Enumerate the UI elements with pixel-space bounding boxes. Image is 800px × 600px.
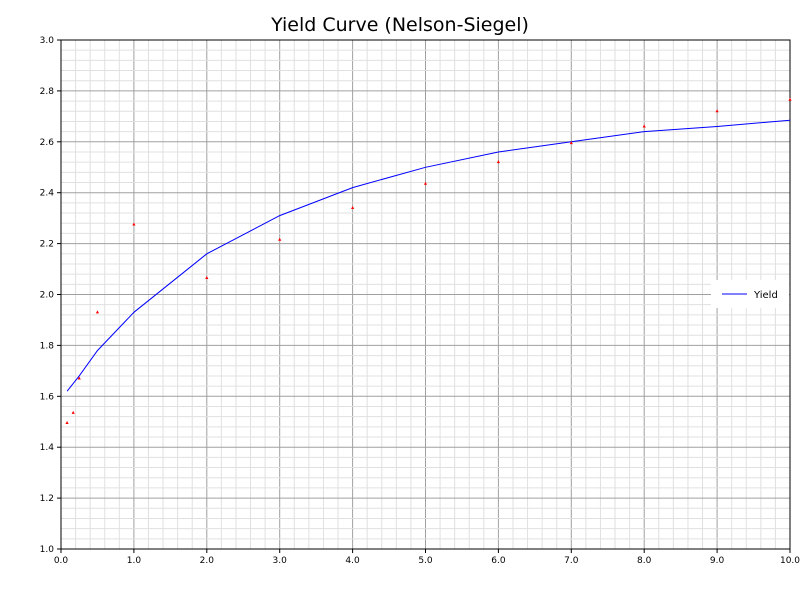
x-tick-label: 6.0 [491,556,506,566]
data-point-marker [132,222,136,226]
x-tick-label: 1.0 [127,556,142,566]
y-tick-label: 2.8 [40,87,55,97]
y-tick-label: 2.6 [40,138,55,148]
y-tick-label: 1.6 [40,392,55,402]
data-point-marker [71,410,75,414]
data-point-marker [95,310,100,314]
data-point-marker [278,237,282,241]
y-tick-label: 1.0 [40,545,55,555]
y-tick-label: 2.0 [40,291,55,301]
series-layer [65,97,792,425]
x-tick-label: 9.0 [710,556,725,566]
chart-title: Yield Curve (Nelson-Siegel) [270,14,529,36]
data-point-marker [423,181,428,185]
data-point-marker [77,376,81,380]
x-tick-label: 4.0 [345,556,360,566]
x-tick-label: 0.0 [54,556,69,566]
x-tick-label: 3.0 [273,556,288,566]
y-tick-label: 3.0 [40,36,55,46]
data-point-marker [642,124,646,128]
series-line-yield [66,119,791,392]
data-point-marker [715,109,719,113]
x-tick-label: 10.0 [780,556,800,566]
x-tick-label: 2.0 [200,556,215,566]
y-tick-label: 1.4 [40,443,55,453]
data-point-marker [496,160,500,164]
x-tick-label: 5.0 [418,556,433,566]
data-point-marker [65,421,69,425]
x-tick-label: 7.0 [564,556,579,566]
data-point-marker [788,97,792,101]
data-point-marker [205,275,209,279]
grid [60,39,791,550]
legend-label-yield: Yield [753,290,778,301]
y-tick-label: 1.2 [40,494,54,504]
y-tick-label: 1.8 [40,341,55,351]
data-point-marker [351,205,355,209]
axis-ticks: 0.0 1.0 2.0 3.0 4.0 5.0 6.0 7.0 8.0 9.0 10.01.01.2… [40,36,800,566]
x-tick-label: 8.0 [637,556,652,566]
data-point-marker [569,141,573,145]
legend: Yield [711,280,789,308]
y-tick-label: 2.4 [40,189,55,199]
y-tick-label: 2.2 [40,240,54,250]
